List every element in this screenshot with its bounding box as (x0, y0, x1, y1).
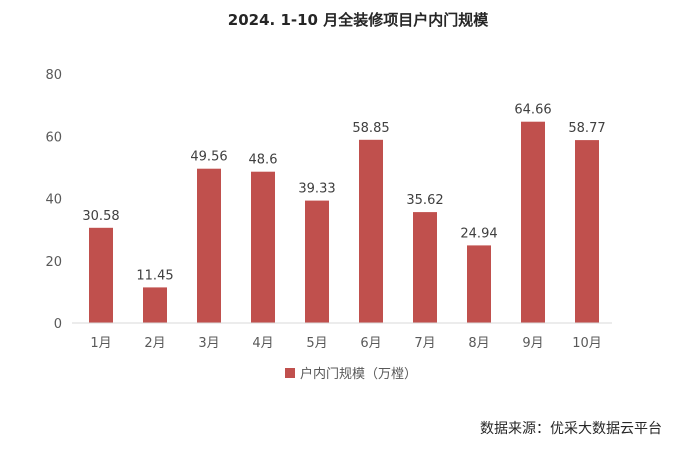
x-tick-label: 10月 (572, 336, 602, 351)
bar (305, 200, 329, 323)
data-label: 35.62 (406, 193, 443, 208)
x-tick-label: 5月 (306, 336, 327, 351)
data-labels: 30.58 11.45 49.56 48.6 39.33 58.85 35.62 24.94 6… (82, 103, 605, 284)
x-tick-label: 2月 (144, 336, 165, 351)
x-tick-label: 6月 (360, 336, 381, 351)
y-tick-label: 40 (45, 193, 62, 208)
x-tick-label: 3月 (198, 336, 219, 351)
y-tick-label: 0 (54, 317, 62, 332)
y-tick-label: 20 (45, 255, 62, 270)
x-axis-labels: 1月 2月 3月 4月 5月 6月 7月 8月 9月 10月 (90, 336, 601, 351)
x-tick-label: 8月 (468, 336, 489, 351)
legend-label: 户内门规模（万樘） (300, 366, 417, 382)
x-tick-label: 9月 (522, 336, 543, 351)
bar (197, 168, 221, 323)
data-label: 58.77 (568, 121, 605, 136)
data-label: 24.94 (460, 226, 497, 241)
data-label: 30.58 (82, 209, 119, 224)
bar (413, 212, 437, 323)
data-label: 48.6 (249, 153, 278, 168)
data-label: 11.45 (136, 268, 173, 283)
bar (359, 139, 383, 323)
y-tick-label: 60 (45, 130, 62, 145)
bar (251, 171, 275, 323)
source-note: 数据来源：优采大数据云平台 (480, 421, 662, 437)
legend-swatch (285, 368, 295, 378)
bar (89, 227, 113, 323)
bar (575, 140, 599, 323)
y-axis-labels: 0 20 40 60 80 (45, 68, 62, 332)
bar (143, 287, 167, 323)
bar (521, 121, 545, 323)
bar (467, 245, 491, 323)
x-tick-label: 4月 (252, 336, 273, 351)
legend: 户内门规模（万樘） (285, 366, 417, 382)
chart-title: 2024. 1-10 月全装修项目户内门规模 (228, 11, 489, 29)
data-label: 58.85 (352, 121, 389, 136)
data-label: 64.66 (514, 103, 551, 118)
data-label: 49.56 (190, 150, 227, 165)
x-tick-label: 1月 (90, 336, 111, 351)
y-tick-label: 80 (45, 68, 62, 83)
x-tick-label: 7月 (414, 336, 435, 351)
bars (89, 121, 599, 323)
data-label: 39.33 (298, 182, 335, 197)
